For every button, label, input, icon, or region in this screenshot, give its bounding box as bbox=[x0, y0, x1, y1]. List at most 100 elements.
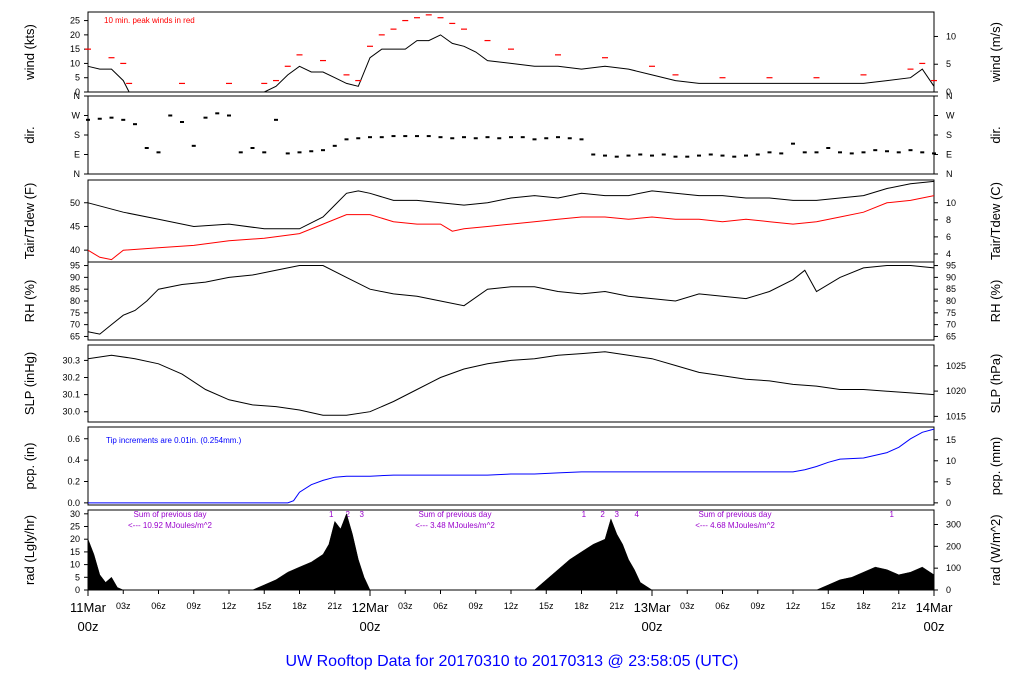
left-tick-label: 10 bbox=[70, 560, 80, 570]
left-tick-label: 30 bbox=[70, 509, 80, 519]
time-tick-label: 09z bbox=[750, 601, 765, 611]
direction-point bbox=[156, 151, 161, 154]
right-tick-label: 85 bbox=[946, 284, 956, 294]
left-tick-label: 70 bbox=[70, 320, 80, 330]
panel-frame-wind bbox=[87, 11, 935, 93]
left-tick-label: 95 bbox=[70, 261, 80, 271]
direction-point bbox=[168, 114, 173, 117]
right-tick-label: 65 bbox=[946, 331, 956, 341]
direction-point bbox=[661, 153, 666, 156]
time-tick-label: 06z bbox=[151, 601, 166, 611]
left-tick-label: 5 bbox=[75, 73, 80, 83]
left-tick-label: 75 bbox=[70, 308, 80, 318]
direction-point bbox=[614, 155, 619, 158]
time-tick-label: 03z bbox=[680, 601, 695, 611]
left-tick-label: 0 bbox=[75, 585, 80, 595]
hour-mark: 1 bbox=[329, 510, 334, 519]
left-tick-label: 40 bbox=[70, 245, 80, 255]
series-wind bbox=[85, 14, 937, 85]
left-tick-label: S bbox=[74, 130, 80, 140]
day-hour-label: 00z bbox=[924, 619, 945, 634]
hour-mark: 1 bbox=[582, 510, 587, 519]
direction-point bbox=[356, 137, 361, 140]
direction-point bbox=[285, 152, 290, 155]
direction-point bbox=[932, 152, 936, 155]
direction-point bbox=[579, 138, 584, 141]
direction-point bbox=[849, 152, 854, 155]
hour-mark: 2 bbox=[345, 510, 350, 519]
direction-point bbox=[86, 118, 90, 121]
direction-point bbox=[133, 123, 137, 126]
left-tick-label: 15 bbox=[70, 547, 80, 557]
panel-frame-pcp bbox=[87, 426, 935, 506]
series-line bbox=[87, 351, 935, 416]
time-tick-label: 21z bbox=[891, 601, 906, 611]
panel-frame-rad bbox=[87, 509, 935, 591]
panel-pcp: 0.0 0.2 0.4 0.6 0 5 10 15 pcp. (in) pcp. (mm) bbox=[22, 426, 1003, 508]
direction-point bbox=[544, 137, 549, 140]
time-tick-label: 12z bbox=[504, 601, 519, 611]
time-tick-label: 21z bbox=[609, 601, 624, 611]
time-tick-label: 12z bbox=[222, 601, 237, 611]
right-axis-label: wind (m/s) bbox=[988, 22, 1003, 83]
direction-point bbox=[450, 137, 455, 140]
right-tick-label: 5 bbox=[946, 477, 951, 487]
direction-point bbox=[838, 151, 842, 154]
right-axis-label: rad (W/m^2) bbox=[988, 514, 1003, 585]
day-label: 11Mar bbox=[70, 600, 107, 615]
direction-point bbox=[673, 155, 678, 158]
direction-point bbox=[567, 137, 572, 140]
panel-slp: 30.0 30.1 30.2 30.3 1015 1020 1025 SLP (inHg) SL… bbox=[22, 344, 1003, 423]
direction-point bbox=[708, 153, 713, 156]
left-axis-label: pcp. (in) bbox=[22, 443, 37, 490]
left-tick-label: N bbox=[74, 91, 81, 101]
left-axis-label: RH (%) bbox=[22, 280, 37, 323]
daily-sum-value: <--- 3.48 MJoules/m^2 bbox=[415, 521, 495, 530]
right-tick-label: 1015 bbox=[946, 411, 966, 421]
right-tick-label: N bbox=[946, 169, 953, 179]
direction-point bbox=[532, 138, 537, 141]
right-tick-label: 0 bbox=[946, 498, 951, 508]
series-rad bbox=[87, 513, 935, 591]
direction-point bbox=[520, 136, 525, 139]
day-label: 14Mar bbox=[916, 600, 954, 615]
direction-point bbox=[744, 154, 748, 157]
time-tick-label: 18z bbox=[856, 601, 871, 611]
left-tick-label: 90 bbox=[70, 272, 80, 282]
left-axis-label: Tair/Tdew (F) bbox=[22, 183, 37, 260]
direction-point bbox=[920, 151, 925, 154]
left-axis-label: rad (Lgly/hr) bbox=[22, 515, 37, 585]
right-tick-label: 5 bbox=[946, 59, 951, 69]
time-tick-label: 18z bbox=[574, 601, 589, 611]
left-tick-label: 5 bbox=[75, 572, 80, 582]
direction-point bbox=[121, 118, 126, 121]
right-axis-label: Tair/Tdew (C) bbox=[988, 182, 1003, 260]
direction-point bbox=[274, 118, 278, 121]
direction-point bbox=[97, 117, 102, 120]
left-tick-label: 85 bbox=[70, 284, 80, 294]
left-tick-label: 50 bbox=[70, 198, 80, 208]
right-tick-label: W bbox=[946, 111, 955, 121]
time-tick-label: 21z bbox=[327, 601, 342, 611]
day-hour-label: 00z bbox=[642, 619, 663, 634]
left-tick-label: E bbox=[74, 150, 80, 160]
direction-point bbox=[556, 136, 560, 139]
right-tick-label: S bbox=[946, 130, 952, 140]
series-slp bbox=[87, 351, 935, 416]
direction-point bbox=[779, 152, 784, 155]
left-axis-label: wind (kts) bbox=[22, 24, 37, 81]
time-tick-label: 09z bbox=[186, 601, 201, 611]
direction-point bbox=[603, 154, 607, 157]
right-tick-label: 4 bbox=[946, 249, 951, 259]
time-tick-label: 18z bbox=[292, 601, 307, 611]
direction-point bbox=[638, 153, 643, 156]
time-axis: 03z 06z 09z 12z 15z 18z 21z 03z 06z 09z 12z 15z 18z 2… bbox=[70, 590, 953, 634]
right-tick-label: 90 bbox=[946, 272, 956, 282]
direction-point bbox=[473, 137, 478, 140]
right-tick-label: 6 bbox=[946, 232, 951, 242]
panel-frame-temp bbox=[87, 179, 935, 263]
direction-point bbox=[191, 144, 196, 147]
left-tick-label: 25 bbox=[70, 522, 80, 532]
